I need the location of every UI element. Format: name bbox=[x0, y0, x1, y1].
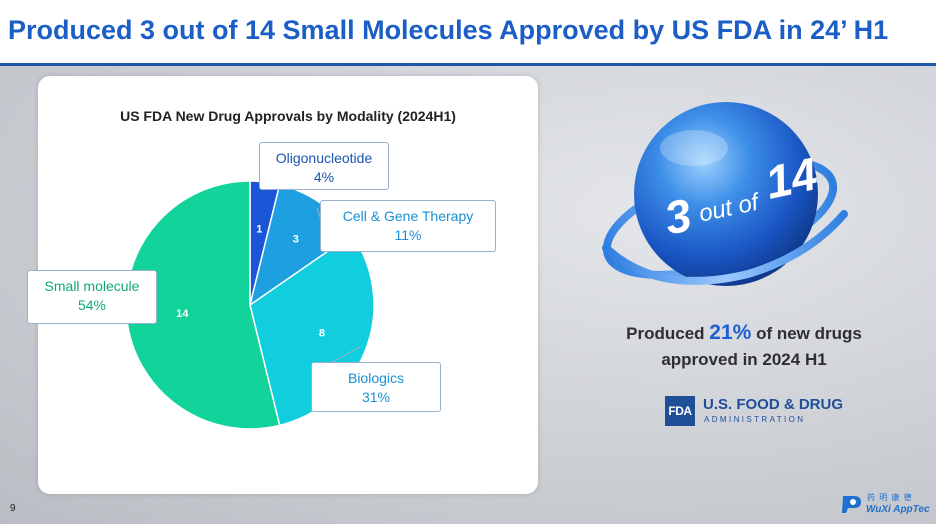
callout-oligonucleotide: Oligonucleotide 4% bbox=[259, 142, 389, 190]
fda-logo-sub: ADMINISTRATION bbox=[704, 415, 806, 424]
page-number: 9 bbox=[10, 503, 16, 514]
chart-title: US FDA New Drug Approvals by Modality (2… bbox=[120, 108, 456, 124]
wuxi-mark-icon bbox=[842, 496, 861, 513]
sphere bbox=[634, 102, 818, 286]
callout-percent: 54% bbox=[77, 297, 107, 313]
badge-number-right: 14 bbox=[761, 147, 822, 209]
summary-line2: approved in 2024 H1 bbox=[661, 350, 827, 369]
title-bar: Produced 3 out of 14 Small Molecules App… bbox=[0, 0, 936, 66]
callout-percent: 11% bbox=[394, 227, 422, 243]
callout-percent: 31% bbox=[361, 389, 391, 405]
summary-middle: of new drugs bbox=[756, 324, 862, 343]
callout-label: Cell & Gene Therapy bbox=[342, 208, 474, 224]
sphere-highlight bbox=[660, 130, 728, 166]
wuxi-brand-cn: 药 明 康 德 bbox=[867, 493, 913, 502]
callout-cell-gene-therapy: Cell & Gene Therapy 11% bbox=[320, 200, 496, 252]
callout-label: Oligonucleotide bbox=[275, 150, 373, 166]
summary-prefix: Produced bbox=[626, 324, 705, 343]
fda-logo-box: FDA bbox=[665, 396, 695, 426]
fda-logo-main: U.S. FOOD & DRUG bbox=[703, 396, 844, 413]
summary-percent: 21% bbox=[709, 321, 752, 344]
callout-percent: 4% bbox=[313, 169, 335, 185]
page-title: Produced 3 out of 14 Small Molecules App… bbox=[8, 15, 889, 45]
callout-biologics: Biologics 31% bbox=[311, 362, 441, 412]
callout-label: Small molecule bbox=[44, 278, 140, 294]
callout-small-molecule: Small molecule 54% bbox=[27, 270, 157, 324]
sphere-badge: 3 out of 14 bbox=[602, 102, 848, 286]
callout-label: Biologics bbox=[347, 370, 405, 386]
title-underline bbox=[0, 63, 936, 66]
summary-text: Produced 21% of new drugs approved in 20… bbox=[590, 320, 898, 373]
ring-front bbox=[602, 210, 848, 285]
wuxi-brand-en: WuXi AppTec bbox=[866, 504, 930, 515]
